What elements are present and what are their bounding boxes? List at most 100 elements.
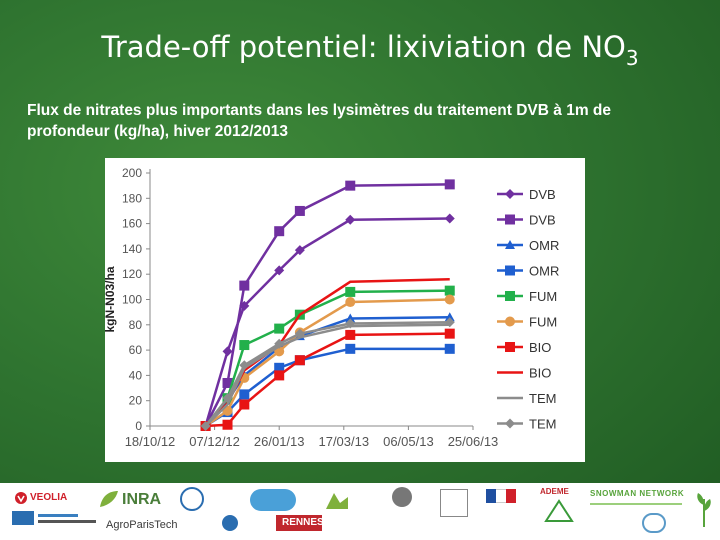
agro-campus-logo (250, 489, 296, 511)
data-point-bio (294, 355, 305, 366)
legend-marker (505, 214, 515, 225)
veolia-icon (15, 492, 27, 504)
cell-logo (440, 489, 468, 517)
data-point-omr (444, 343, 455, 354)
data-point-dvb (294, 245, 305, 256)
y-tick-label: 20 (129, 394, 143, 408)
partner-logo-bar: VEOLIA INRA AgroParisTech RENNES ADEME S… (0, 483, 720, 540)
data-point-tem (444, 317, 455, 328)
data-point-dvb (222, 377, 233, 388)
data-point-bio (239, 399, 250, 410)
y-tick-label: 80 (129, 318, 143, 332)
region-logo (322, 489, 352, 513)
data-point-dvb (274, 265, 285, 276)
data-point-dvb (345, 214, 356, 225)
data-point-fum (239, 340, 250, 351)
legend-marker (505, 265, 515, 276)
x-tick-label: 07/12/12 (189, 434, 240, 449)
legend-label: DVB (529, 213, 556, 228)
y-tick-label: 40 (129, 368, 143, 382)
legend-label: BIO (529, 340, 551, 355)
legend-label: DVB (529, 187, 556, 202)
y-tick-label: 0 (135, 419, 142, 433)
leaf-icon (100, 491, 118, 507)
x-tick-label: 06/05/13 (383, 434, 434, 449)
x-tick-label: 25/06/13 (448, 434, 499, 449)
legend-marker (505, 291, 515, 301)
data-point-tem (200, 421, 211, 431)
snowman-network-text: SNOWMAN NETWORK (590, 489, 685, 498)
series-line-omr-3 (204, 347, 450, 428)
y-tick-label: 120 (122, 267, 142, 281)
title-subscript: 3 (625, 46, 639, 70)
series-line-tem-8 (204, 323, 450, 427)
inra-text: INRA (122, 491, 162, 508)
data-point-omr (444, 312, 455, 322)
data-point-omr (345, 313, 356, 323)
snowman-network-logo: SNOWMAN NETWORK (590, 489, 690, 519)
legend-marker (505, 189, 515, 199)
data-point-fum (444, 294, 455, 305)
data-point-bio (222, 419, 233, 430)
data-point-tem (222, 393, 233, 404)
data-point-dvb (274, 226, 285, 237)
line-chart: 0 20 40 60 80 100 120 140 160 180 200 18/10/12 07/12… (105, 166, 559, 449)
gear-logo (392, 487, 412, 507)
data-point-dvb (345, 180, 356, 191)
data-point-omr (239, 389, 250, 400)
y-tick-label: 160 (122, 217, 142, 231)
y-tick-label: 180 (122, 191, 142, 205)
rennes-logo: RENNES (276, 515, 324, 531)
slide-title: Trade-off potentiel: lixiviation de NO3 (0, 30, 720, 70)
seal-logo (180, 487, 204, 511)
plant-icon (697, 493, 711, 527)
x-tick-label: 18/10/12 (125, 434, 176, 449)
slide-subtitle: Flux de nitrates plus importants dans le… (27, 102, 611, 140)
legend-label: FUM (529, 315, 557, 330)
ademe-logo: ADEME (536, 487, 586, 535)
cnrs-logo (222, 515, 238, 531)
legend-label: FUM (529, 289, 557, 304)
legend-marker (505, 240, 515, 249)
inra-logo: INRA (98, 487, 168, 511)
agroparistech-logo: AgroParisTech (106, 515, 196, 531)
legend-label: BIO (529, 366, 551, 381)
veolia-sub-logo (12, 511, 96, 531)
legend-marker (505, 342, 515, 352)
legend-marker (505, 316, 515, 327)
republique-logo (486, 489, 516, 503)
data-point-fum (444, 285, 455, 296)
agroparistech-text: AgroParisTech (106, 519, 178, 531)
plant-logo (694, 489, 714, 529)
data-point-omr (274, 362, 285, 373)
legend-label: TEM (529, 391, 556, 406)
rennes-text: RENNES (282, 517, 324, 528)
ademe-text: ADEME (540, 487, 569, 496)
data-point-dvb (444, 179, 455, 190)
legend-marker (505, 418, 515, 429)
y-tick-label: 140 (122, 242, 142, 256)
region-icon (326, 493, 348, 509)
veolia-text: VEOLIA (30, 492, 68, 503)
ouest-agro-logo (642, 513, 666, 533)
data-point-dvb (222, 346, 233, 357)
y-tick-label: 100 (122, 293, 142, 307)
data-point-tem (274, 338, 285, 349)
data-point-tem (239, 360, 250, 371)
data-point-bio (274, 370, 285, 381)
data-point-fum (274, 323, 285, 334)
data-point-omr (345, 343, 356, 354)
data-point-fum (345, 297, 356, 308)
veolia-logo: VEOLIA (14, 489, 74, 507)
y-axis-label: kgN-N03/ha (105, 266, 117, 332)
chart-panel: 0 20 40 60 80 100 120 140 160 180 200 18/10/12 07/12… (105, 158, 585, 462)
data-point-fum (345, 286, 356, 297)
data-point-tem (345, 318, 356, 329)
title-main: Trade-off potentiel: lixiviation de NO (101, 30, 626, 64)
x-tick-label: 26/01/13 (254, 434, 305, 449)
legend-label: OMR (529, 238, 559, 253)
legend-label: TEM (529, 417, 556, 432)
y-tick-label: 60 (129, 343, 143, 357)
y-tick-label: 200 (122, 166, 142, 180)
data-point-dvb (444, 213, 455, 224)
